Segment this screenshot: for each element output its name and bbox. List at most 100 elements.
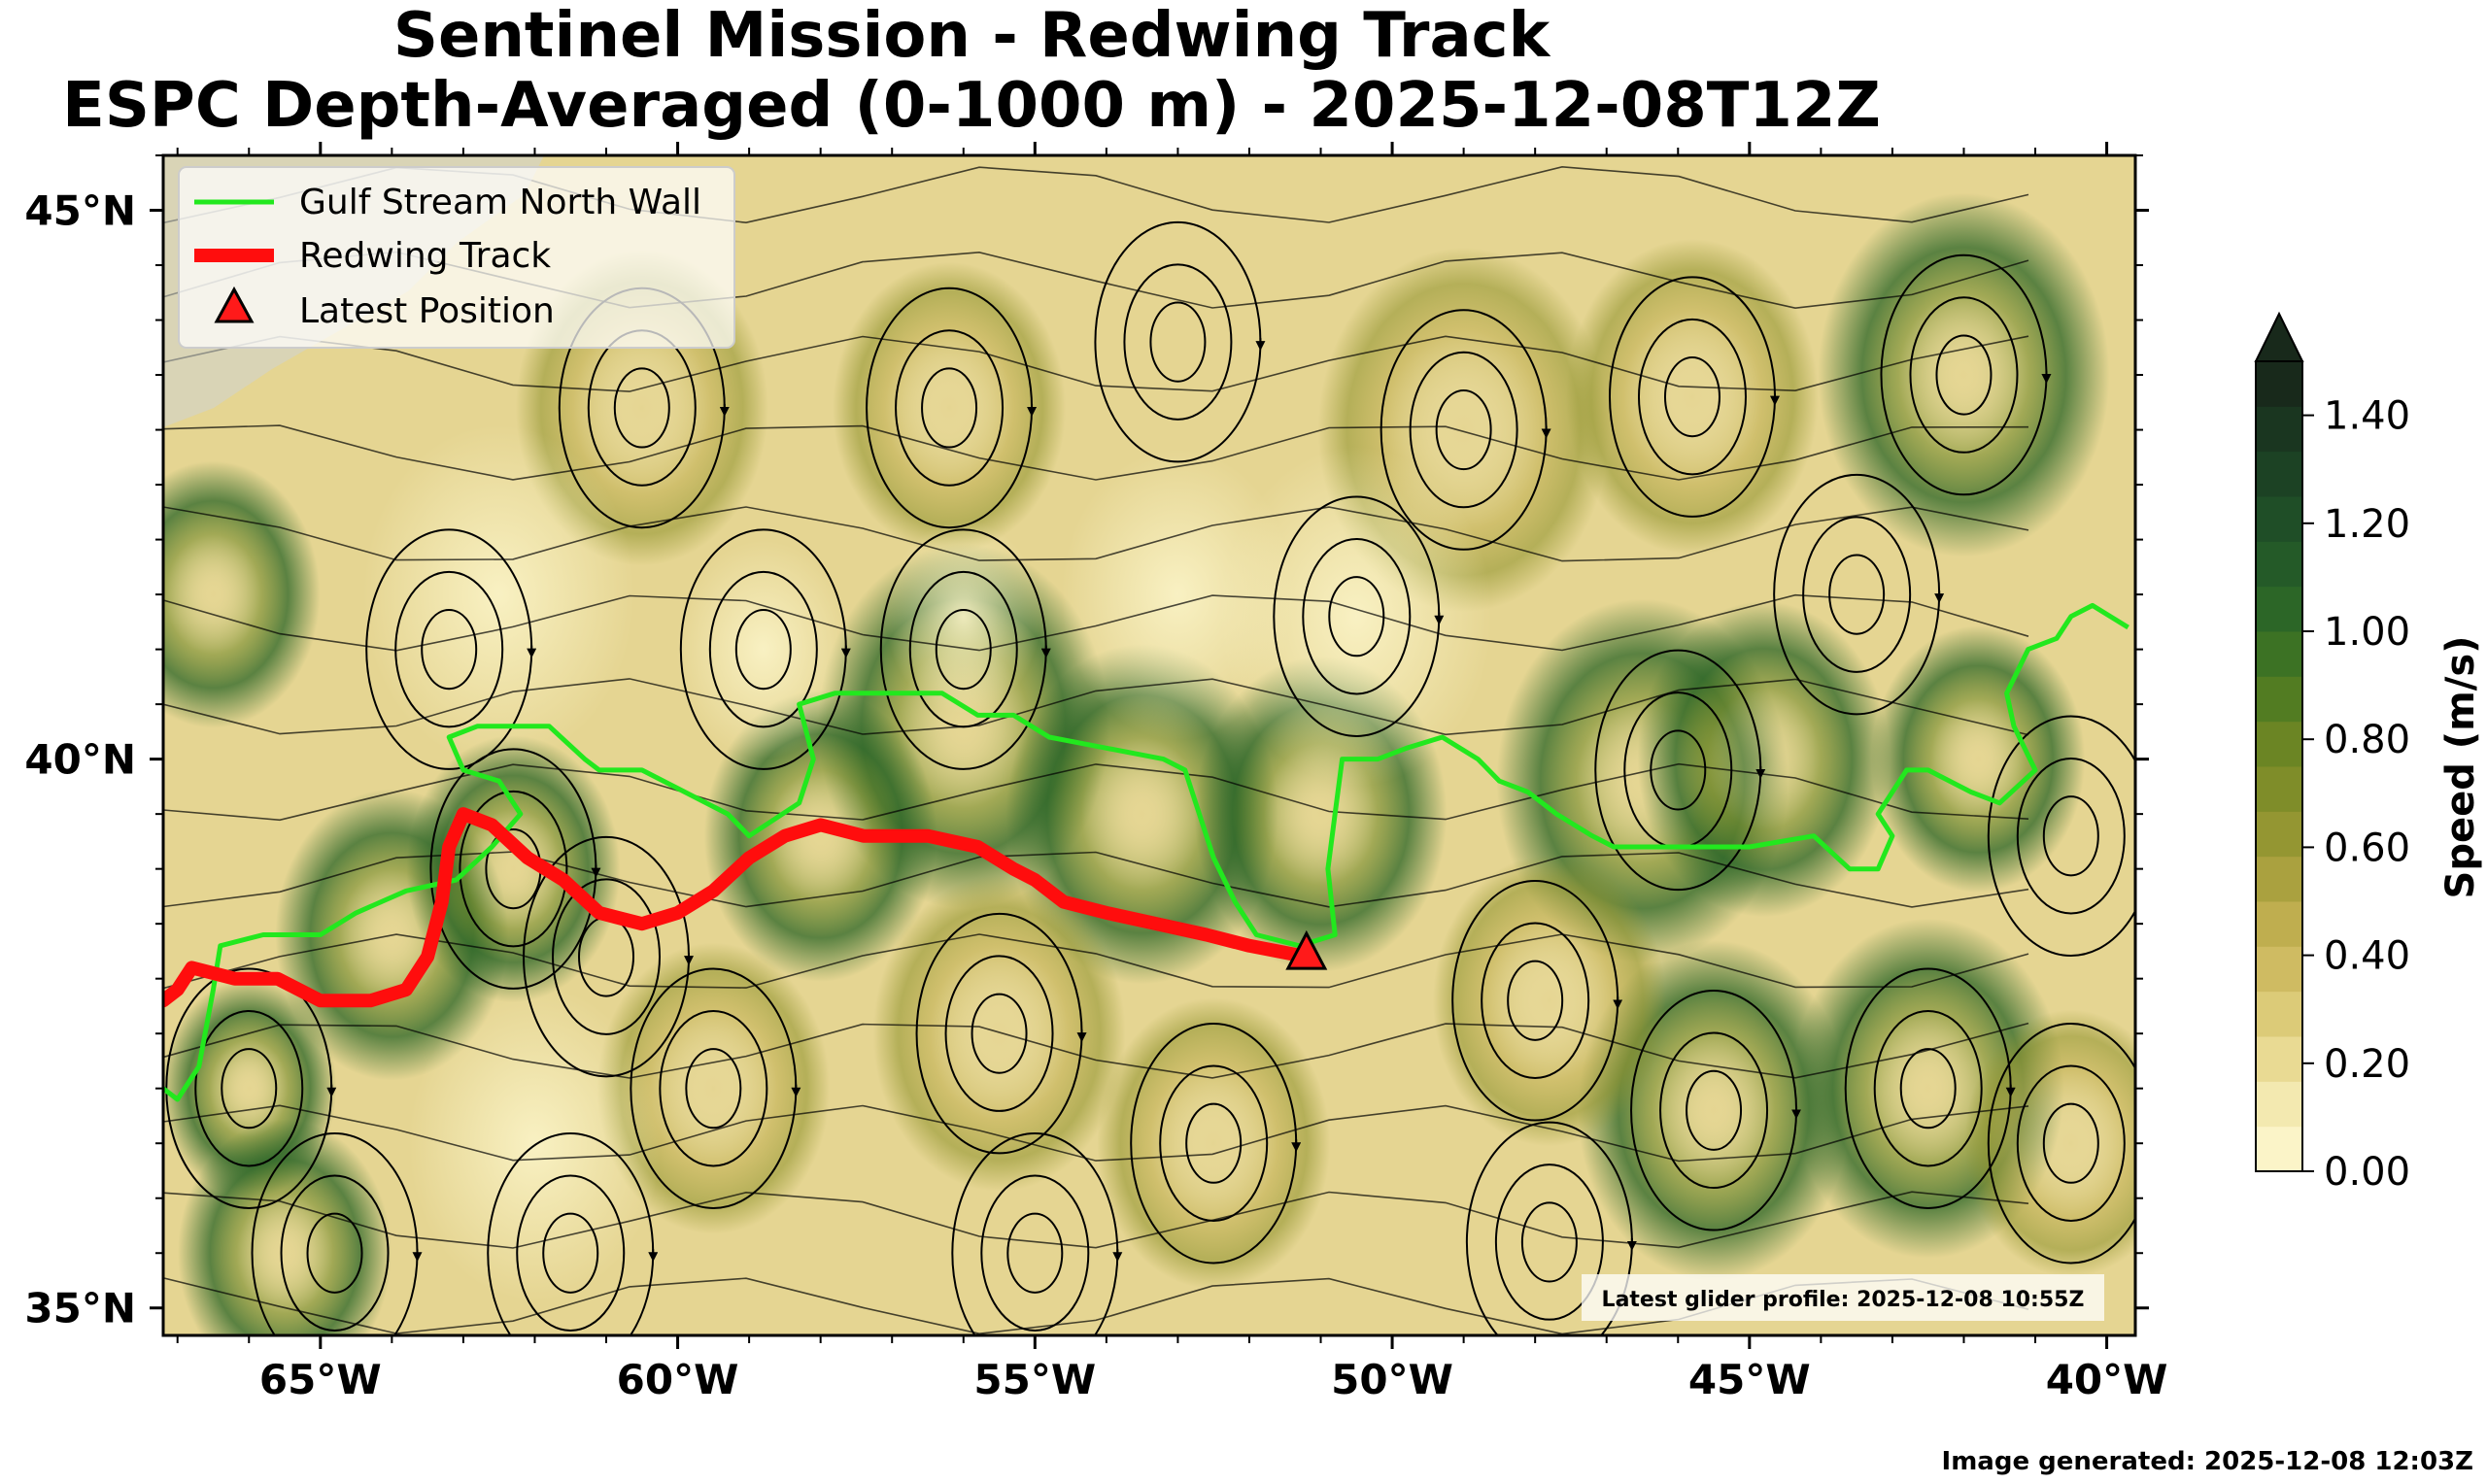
streamline-114 [163, 678, 2029, 736]
colorbar-band-11 [2256, 631, 2302, 677]
lon-tick-label-4: 45°W [1688, 1356, 1811, 1403]
streamline-116 [163, 851, 2029, 908]
streamline-32 [2042, 1102, 2099, 1184]
colorbar-tick-label-5: 1.00 [2324, 610, 2410, 655]
streamline-25 [1659, 1031, 1769, 1190]
streamline-52 [1935, 334, 1993, 416]
map-title-line-2: ESPC Depth-Averaged (0-1000 m) - 2025-12… [62, 70, 1881, 142]
lon-tick-label-2: 55°W [973, 1356, 1096, 1403]
latest-position-marker[interactable] [1285, 929, 1328, 970]
streamline-64 [921, 367, 978, 449]
streamline-29 [1873, 1009, 1983, 1167]
colorbar-band-5 [2256, 901, 2302, 947]
speed-blob-18 [833, 261, 1067, 554]
colorbar-band-0 [2256, 1126, 2302, 1172]
streamline-115 [163, 762, 2029, 822]
streamline-117 [163, 933, 2029, 990]
streamline-68 [613, 367, 670, 449]
colorbar-tick-label-3: 0.60 [2324, 826, 2410, 870]
gulf-stream-north-wall-line [163, 602, 2129, 1102]
streamline-40 [935, 609, 992, 691]
colorbar-tick-label-4: 0.80 [2324, 718, 2410, 762]
speed-blob-3 [406, 735, 621, 1003]
streamline-88 [1520, 1201, 1578, 1283]
colorbar-band-4 [2256, 946, 2302, 993]
speed-blob-1 [178, 1119, 392, 1335]
streamline-77 [280, 1174, 390, 1332]
glider-profile-label: Latest glider profile: 2025-12-08 10:55Z [1602, 1288, 2085, 1312]
colorbar-band-3 [2256, 991, 2302, 1037]
streamline-34 [1987, 1022, 2135, 1265]
streamline-97 [1802, 516, 1912, 673]
lon-tick-label-5: 40°W [2046, 1356, 2168, 1403]
speed-blob-20 [1565, 239, 1819, 556]
streamline-73 [394, 570, 504, 728]
streamline-44 [1328, 576, 1385, 658]
longitude-axis: 65°W 60°W 55°W 50°W 45°W 40°W [176, 142, 2168, 1403]
colorbar: 0.00 0.20 0.40 0.60 0.80 1.00 1.20 1.40 Speed (… [2254, 311, 2483, 1195]
colorbar-band-16 [2256, 406, 2302, 453]
colorbar-band-1 [2256, 1081, 2302, 1128]
speed-blob-22 [1963, 1009, 2135, 1277]
colorbar-band-9 [2256, 721, 2302, 767]
colorbar-extend-arrow [2254, 311, 2304, 362]
streamline-105 [552, 878, 662, 1035]
legend-north-wall-label: Gulf Stream North Wall [299, 183, 701, 222]
streamline-113 [163, 593, 2029, 652]
streamline-57 [1637, 318, 1747, 476]
streamline-92 [2042, 795, 2099, 877]
lat-tick-label-1: 40°N [24, 736, 136, 784]
streamline-120 [163, 1191, 2029, 1249]
streamline-16 [1185, 1102, 1243, 1184]
streamline-13 [944, 955, 1054, 1112]
streamline-9 [659, 1009, 768, 1167]
speed-blob-11 [1871, 625, 2086, 894]
speed-blob-14 [1097, 997, 1331, 1290]
colorbar-band-2 [2256, 1036, 2302, 1082]
streamline-20 [1507, 960, 1564, 1041]
colorbar-band-7 [2256, 811, 2302, 858]
lat-tick-label-2: 35°N [24, 1285, 136, 1332]
speed-blob-5 [703, 690, 937, 982]
streamline-36 [734, 609, 792, 691]
streamline-111 [163, 424, 2029, 481]
streamline-80 [542, 1212, 599, 1294]
streamline-81 [516, 1174, 626, 1332]
streamline-5 [459, 790, 568, 948]
streamline-65 [895, 329, 1005, 487]
lon-tick-label-3: 50°W [1331, 1356, 1453, 1403]
streamline-24 [1686, 1069, 1743, 1151]
streamline-45 [1302, 537, 1412, 695]
colorbar-tick-label-6: 1.20 [2324, 502, 2410, 547]
colorbar-tick-label-0: 0.00 [2324, 1150, 2410, 1195]
speed-blob-9 [1637, 601, 1891, 918]
legend-position-swatch [214, 286, 255, 323]
speed-blob-26 [362, 424, 635, 765]
current-streamlines [163, 165, 2135, 1335]
streamline-72 [421, 609, 478, 691]
streamline-56 [1663, 356, 1720, 438]
streamline-33 [2016, 1064, 2126, 1222]
colorbar-tick-label-7: 1.40 [2324, 394, 2410, 439]
streamline-94 [1987, 715, 2135, 957]
streamline-93 [2016, 757, 2126, 915]
streamline-76 [306, 1212, 363, 1294]
streamline-12 [971, 993, 1028, 1074]
latitude-axis: 45°N 40°N 35°N [24, 154, 2149, 1332]
legend-track-label: Redwing Track [299, 236, 551, 276]
colorbar-tick-label-2: 0.40 [2324, 934, 2410, 979]
streamline-118 [163, 1022, 2029, 1079]
lon-tick-label-1: 60°W [617, 1356, 739, 1403]
colorbar-band-13 [2256, 541, 2302, 588]
legend-position-label: Latest Position [299, 291, 555, 331]
streamline-96 [1828, 554, 1886, 635]
colorbar-band-6 [2256, 856, 2302, 902]
streamline-84 [1006, 1212, 1064, 1294]
speed-blob-28 [1061, 449, 1295, 741]
streamline-28 [1899, 1048, 1957, 1130]
generated-timestamp: Image generated: 2025-12-08 12:03Z [1941, 1447, 2473, 1476]
streamline-100 [1149, 301, 1207, 383]
streamline-8 [685, 1048, 742, 1130]
glider-profile-box: Latest glider profile: 2025-12-08 10:55Z [1582, 1274, 2104, 1321]
